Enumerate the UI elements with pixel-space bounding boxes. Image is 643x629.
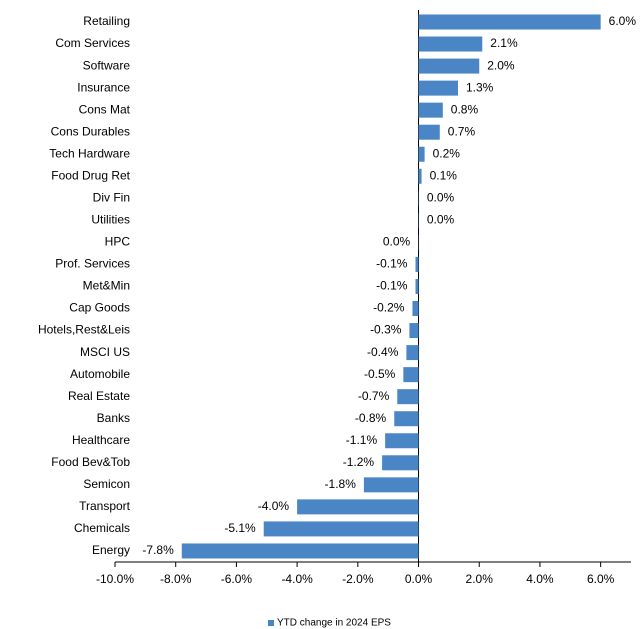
category-label: Retailing <box>83 14 130 28</box>
bar <box>418 124 440 140</box>
category-label: Energy <box>92 543 130 557</box>
category-label: Div Fin <box>93 190 130 204</box>
category-label: Automobile <box>70 367 130 381</box>
category-label: Healthcare <box>72 433 130 447</box>
value-label: 1.3% <box>466 80 494 94</box>
value-label: -7.8% <box>142 543 174 557</box>
category-label: Software <box>83 58 131 72</box>
value-label: -0.7% <box>358 389 390 403</box>
legend-label: YTD change in 2024 EPS <box>277 618 391 629</box>
value-label: -0.1% <box>376 257 408 271</box>
legend-swatch <box>268 620 274 626</box>
value-label: -0.1% <box>376 279 408 293</box>
bar <box>263 521 419 537</box>
bar <box>418 80 458 96</box>
x-tick-label: -2.0% <box>342 572 374 586</box>
bar <box>418 168 422 184</box>
bar <box>409 323 419 339</box>
bar <box>406 345 419 361</box>
category-label: Utilities <box>91 213 130 227</box>
bar <box>397 389 419 405</box>
value-label: 2.1% <box>490 36 518 50</box>
bar <box>418 36 483 52</box>
category-label: Semicon <box>83 477 130 491</box>
value-label: -0.5% <box>364 367 396 381</box>
x-tick-label: 0.0% <box>405 572 433 586</box>
bar <box>418 58 480 74</box>
bar <box>415 256 419 272</box>
value-label: 0.2% <box>433 146 461 160</box>
category-label: Cap Goods <box>69 301 130 315</box>
value-label: -0.3% <box>370 323 402 337</box>
category-label: Real Estate <box>68 389 130 403</box>
bar <box>418 146 425 162</box>
value-label: 0.1% <box>430 168 458 182</box>
category-label: Met&Min <box>83 279 130 293</box>
value-label: -0.2% <box>373 301 405 315</box>
x-tick-label: 2.0% <box>466 572 494 586</box>
bar <box>418 102 443 118</box>
category-label: HPC <box>105 235 131 249</box>
value-label: 0.0% <box>383 235 411 249</box>
bar <box>382 455 419 471</box>
category-label: Chemicals <box>74 521 130 535</box>
category-label: Banks <box>97 411 130 425</box>
value-label: -4.0% <box>258 499 290 513</box>
bar <box>394 411 419 427</box>
value-label: 0.0% <box>427 213 455 227</box>
bar <box>415 278 419 294</box>
value-label: 6.0% <box>609 14 637 28</box>
value-label: 0.7% <box>448 124 476 138</box>
bar <box>297 499 419 515</box>
value-label: -0.4% <box>367 345 399 359</box>
category-label: MSCI US <box>80 345 130 359</box>
value-label: -5.1% <box>224 521 256 535</box>
category-label: Food Bev&Tob <box>51 455 130 469</box>
bar <box>412 301 419 317</box>
category-label: Com Services <box>55 36 130 50</box>
category-label: Cons Durables <box>51 124 130 138</box>
category-label: Cons Mat <box>79 102 131 116</box>
bar <box>363 477 419 493</box>
bar <box>385 433 419 449</box>
x-tick-label: -4.0% <box>281 572 313 586</box>
category-label: Food Drug Ret <box>51 168 130 182</box>
category-label: Tech Hardware <box>49 146 130 160</box>
x-tick-label: 4.0% <box>526 572 554 586</box>
category-label: Transport <box>79 499 131 513</box>
value-label: -1.1% <box>346 433 378 447</box>
value-label: -1.2% <box>343 455 375 469</box>
value-label: 0.0% <box>427 190 455 204</box>
category-label: Hotels,Rest&Leis <box>38 323 130 337</box>
value-label: 0.8% <box>451 102 479 116</box>
bar <box>403 367 419 383</box>
category-label: Prof. Services <box>55 257 130 271</box>
value-label: 2.0% <box>487 58 515 72</box>
x-tick-label: 6.0% <box>587 572 615 586</box>
value-label: -0.8% <box>355 411 387 425</box>
x-tick-label: -8.0% <box>160 572 192 586</box>
bar <box>418 14 601 30</box>
value-label: -1.8% <box>325 477 357 491</box>
x-tick-label: -10.0% <box>96 572 134 586</box>
category-label: Insurance <box>77 80 130 94</box>
bar <box>181 543 419 559</box>
x-tick-label: -6.0% <box>221 572 253 586</box>
